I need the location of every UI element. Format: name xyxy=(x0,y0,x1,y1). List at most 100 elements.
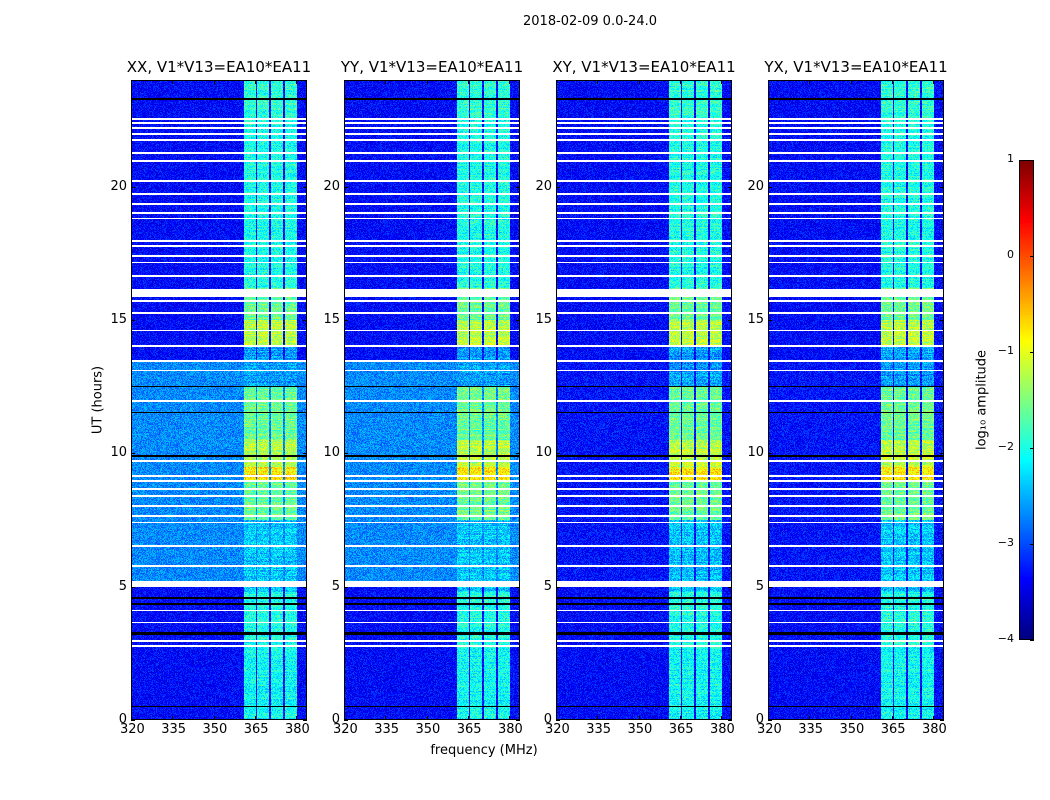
y-tick-mark xyxy=(303,720,307,721)
panel-title: YY, V1*V13=EA10*EA11 xyxy=(340,58,524,76)
y-tick-label: 5 xyxy=(331,578,340,594)
x-tick-mark xyxy=(172,716,174,720)
y-tick-mark xyxy=(303,586,307,588)
y-tick-mark xyxy=(940,320,944,321)
y-tick-label: 20 xyxy=(323,178,340,194)
y-tick-mark xyxy=(344,720,348,721)
heatmap-image xyxy=(768,80,944,720)
y-tick-mark xyxy=(556,720,560,721)
y-tick-label: 0 xyxy=(118,712,127,727)
x-tick-mark xyxy=(426,80,428,84)
y-tick-label: 0 xyxy=(755,712,764,727)
panel-title: XX, V1*V13=EA10*EA11 xyxy=(126,58,312,76)
y-tick-mark xyxy=(303,320,307,321)
y-tick-mark xyxy=(344,186,348,188)
heatmap-image xyxy=(131,80,307,720)
y-tick-mark xyxy=(728,720,732,721)
x-tick-mark xyxy=(467,716,469,720)
x-tick-label: 335 xyxy=(374,722,400,737)
x-tick-mark xyxy=(768,716,769,720)
heatmap-panel: YY, V1*V13=EA10*EA11 320 335 350 365 380 0 5 10 1… xyxy=(323,58,523,737)
y-tick-label: 5 xyxy=(543,578,552,594)
y-tick-label: 20 xyxy=(110,178,127,194)
heatmap-panel: XX, V1*V13=EA10*EA11 320 335 350 365 380 0 5 10 1… xyxy=(110,58,311,737)
x-tick-label: 320 xyxy=(757,722,782,737)
x-tick-mark xyxy=(721,716,722,720)
y-tick-mark xyxy=(344,586,348,588)
x-tick-label: 350 xyxy=(839,722,865,737)
y-tick-mark xyxy=(303,453,307,455)
y-tick-mark xyxy=(131,320,135,321)
y-tick-mark xyxy=(940,186,944,188)
y-tick-mark xyxy=(516,720,520,721)
x-tick-mark xyxy=(296,80,297,84)
x-tick-label: 320 xyxy=(545,722,570,737)
plot-frame xyxy=(344,80,520,720)
colorbar-tick-mark xyxy=(1030,640,1034,641)
y-tick-mark xyxy=(728,453,732,455)
x-tick-mark xyxy=(509,716,510,720)
y-tick-mark xyxy=(768,320,772,321)
x-tick-mark xyxy=(556,716,557,720)
y-tick-mark xyxy=(131,720,135,721)
y-tick-label: 5 xyxy=(755,578,764,594)
y-tick-mark xyxy=(768,720,772,721)
y-tick-label: 10 xyxy=(323,445,340,461)
colorbar-tick-label: −3 xyxy=(997,536,1014,549)
colorbar-tick-label: 1 xyxy=(1007,152,1014,165)
y-tick-mark xyxy=(940,720,944,721)
y-tick-label: 5 xyxy=(118,578,127,594)
y-tick-label: 20 xyxy=(747,178,764,194)
x-tick-mark xyxy=(597,716,599,720)
x-tick-mark xyxy=(933,716,934,720)
x-tick-mark xyxy=(638,80,640,84)
x-tick-mark xyxy=(509,80,510,84)
y-tick-mark xyxy=(131,453,135,455)
x-tick-mark xyxy=(344,716,345,720)
colorbar-tick-label: 0 xyxy=(1007,248,1014,261)
x-tick-label: 365 xyxy=(668,722,694,737)
x-tick-label: 380 xyxy=(922,722,947,737)
x-tick-label: 365 xyxy=(243,722,269,737)
y-tick-mark xyxy=(516,320,520,321)
heatmap-panel: XY, V1*V13=EA10*EA11 320 335 350 365 380 0 5 10 1… xyxy=(535,58,735,737)
x-tick-mark xyxy=(172,80,174,84)
y-tick-label: 0 xyxy=(543,712,552,727)
x-tick-mark xyxy=(679,80,681,84)
y-tick-mark xyxy=(556,453,560,455)
panel-title: YX, V1*V13=EA10*EA11 xyxy=(764,58,948,76)
y-tick-mark xyxy=(556,186,560,188)
x-tick-mark xyxy=(891,80,893,84)
x-tick-label: 380 xyxy=(285,722,310,737)
panel-title: XY, V1*V13=EA10*EA11 xyxy=(552,58,736,76)
colorbar-label: log₁₀ amplitude xyxy=(974,349,990,451)
y-tick-mark xyxy=(728,586,732,588)
x-tick-mark xyxy=(131,80,132,84)
y-tick-mark xyxy=(768,586,772,588)
colorbar-tick-mark xyxy=(1030,544,1034,545)
y-axis-label: UT (hours) xyxy=(90,365,106,435)
colorbar-tick-mark xyxy=(1030,352,1034,353)
x-tick-mark xyxy=(768,80,769,84)
x-tick-mark xyxy=(850,716,852,720)
x-tick-label: 380 xyxy=(498,722,523,737)
x-tick-mark xyxy=(344,80,345,84)
x-tick-mark xyxy=(679,716,681,720)
colorbar-tick-label: −2 xyxy=(997,440,1014,453)
x-tick-label: 320 xyxy=(120,722,145,737)
x-tick-mark xyxy=(131,716,132,720)
x-tick-mark xyxy=(254,80,256,84)
y-tick-mark xyxy=(728,320,732,321)
y-tick-mark xyxy=(344,320,348,321)
x-tick-mark xyxy=(933,80,934,84)
y-tick-mark xyxy=(344,453,348,455)
y-tick-label: 10 xyxy=(110,445,127,461)
y-tick-mark xyxy=(131,186,135,188)
colorbar xyxy=(1019,160,1034,640)
x-tick-label: 335 xyxy=(161,722,187,737)
plot-frame xyxy=(556,80,732,720)
x-tick-mark xyxy=(467,80,469,84)
x-tick-label: 335 xyxy=(798,722,824,737)
x-tick-mark xyxy=(385,716,387,720)
